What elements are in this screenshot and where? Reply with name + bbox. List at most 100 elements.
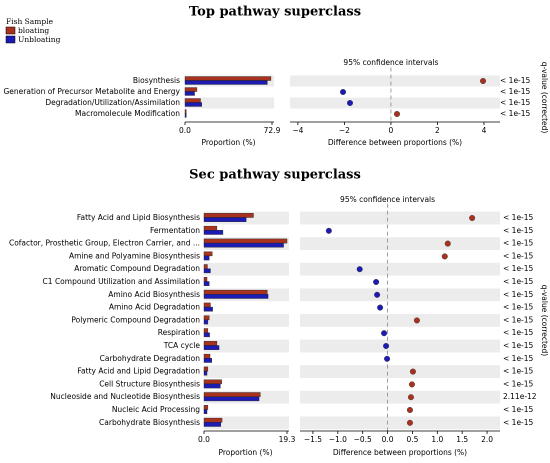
bar: [203, 409, 208, 414]
x-tick-label: 0.0: [179, 126, 191, 135]
p-value: < 1e-15: [503, 226, 534, 235]
diff-point: [407, 394, 414, 401]
bar: [203, 417, 223, 423]
diff-point: [373, 279, 380, 286]
bar: [203, 358, 212, 363]
p-value: < 1e-15: [503, 315, 534, 324]
p-value: < 1e-15: [503, 418, 534, 427]
category-label: Amino Acid Biosynthesis: [108, 290, 200, 299]
diff-point: [383, 343, 390, 350]
row-band: [204, 365, 289, 378]
category-label: Carbohydrate Degradation: [100, 354, 201, 363]
row-band: [300, 416, 500, 430]
row-band: [290, 75, 500, 87]
bar: [203, 396, 260, 402]
diff-point: [408, 381, 415, 388]
q-value-axis-label: q-value (corrected): [540, 62, 549, 134]
row-band: [204, 262, 289, 276]
diff-point: [444, 240, 451, 247]
bar: [203, 264, 208, 269]
bar: [184, 102, 202, 107]
bar: [203, 315, 210, 321]
bar: [203, 345, 220, 350]
category-label: Generation of Precursor Metabolite and E…: [3, 87, 180, 96]
p-value: < 1e-15: [500, 76, 531, 85]
bar: [203, 238, 288, 244]
bar: [203, 370, 208, 376]
bar: [203, 306, 213, 312]
diff-point: [406, 419, 413, 426]
diff-point: [480, 77, 487, 84]
legend-label: Unbloating: [18, 35, 61, 44]
diff-tick-label: −0.5: [354, 435, 372, 444]
bar: [203, 353, 211, 359]
p-value: < 1e-15: [503, 213, 534, 222]
diff-axis-label: Difference between proportions (%): [328, 138, 462, 147]
bar: [203, 332, 210, 338]
bar: [203, 366, 209, 372]
p-value: < 1e-15: [503, 290, 534, 299]
category-label: Nucleoside and Nucleotide Biosynthesis: [50, 392, 200, 401]
ci-label: 95% confidence intervals: [340, 195, 435, 204]
category-label: Nucleic Acid Processing: [112, 405, 200, 414]
q-value-axis-label: q-value (corrected): [540, 285, 549, 357]
p-value: < 1e-15: [503, 379, 534, 388]
row-band: [204, 339, 289, 353]
x-tick-label: 0.0: [198, 435, 210, 444]
diff-point: [441, 253, 448, 260]
diff-point: [409, 368, 416, 375]
p-value: < 1e-15: [500, 109, 531, 118]
bar: [203, 255, 210, 261]
panel-title: Sec pathway superclass: [189, 168, 361, 183]
diff-tick-label: 2.0: [481, 435, 493, 444]
category-label: Cell Structure Biosynthesis: [99, 379, 200, 388]
x-tick-label: 19.3: [279, 435, 296, 444]
bar: [203, 289, 268, 295]
x-tick-label: 72.9: [264, 126, 281, 135]
diff-tick-label: −1.0: [329, 435, 347, 444]
legend-swatch: [5, 35, 16, 44]
bar: [184, 80, 268, 85]
row-band: [300, 365, 500, 378]
bar: [203, 242, 284, 248]
diff-point: [406, 407, 413, 414]
row-band: [185, 97, 274, 109]
category-label: Degradation/Utilization/Assimilation: [45, 98, 180, 107]
category-label: TCA cycle: [163, 341, 201, 350]
bar: [203, 268, 211, 274]
p-value: < 1e-15: [503, 328, 534, 337]
diff-tick-label: 0: [389, 126, 394, 135]
diff-tick-label: 0.5: [406, 435, 418, 444]
diff-tick-label: 2: [435, 126, 440, 135]
diff-point: [413, 317, 420, 324]
p-value: < 1e-15: [503, 303, 534, 312]
p-value: < 1e-15: [503, 354, 534, 363]
bar: [184, 109, 187, 114]
diff-tick-label: −1.5: [304, 435, 322, 444]
bar: [184, 113, 187, 118]
bar: [203, 281, 210, 286]
row-band: [300, 390, 500, 404]
diff-tick-label: 1.5: [456, 435, 468, 444]
row-band: [204, 416, 289, 430]
bar: [203, 383, 221, 389]
diff-point: [325, 227, 332, 234]
diff-tick-label: −2: [339, 126, 350, 135]
category-label: Fermentation: [150, 226, 200, 235]
category-label: Macromolecule Modification: [75, 109, 180, 118]
bar: [203, 230, 224, 235]
diff-tick-label: 4: [482, 126, 487, 135]
p-value: < 1e-15: [500, 98, 531, 107]
x-axis-label: Proportion (%): [201, 138, 255, 147]
diff-point: [393, 110, 400, 117]
bar: [184, 87, 198, 92]
p-value: 2.11e-12: [503, 392, 537, 401]
bar: [203, 217, 247, 222]
row-band: [300, 339, 500, 353]
p-value: < 1e-15: [503, 367, 534, 376]
diff-point: [469, 214, 476, 221]
row-band: [204, 314, 289, 327]
category-label: Carbohydrate Biosynthesis: [99, 418, 200, 427]
bar: [203, 392, 261, 397]
